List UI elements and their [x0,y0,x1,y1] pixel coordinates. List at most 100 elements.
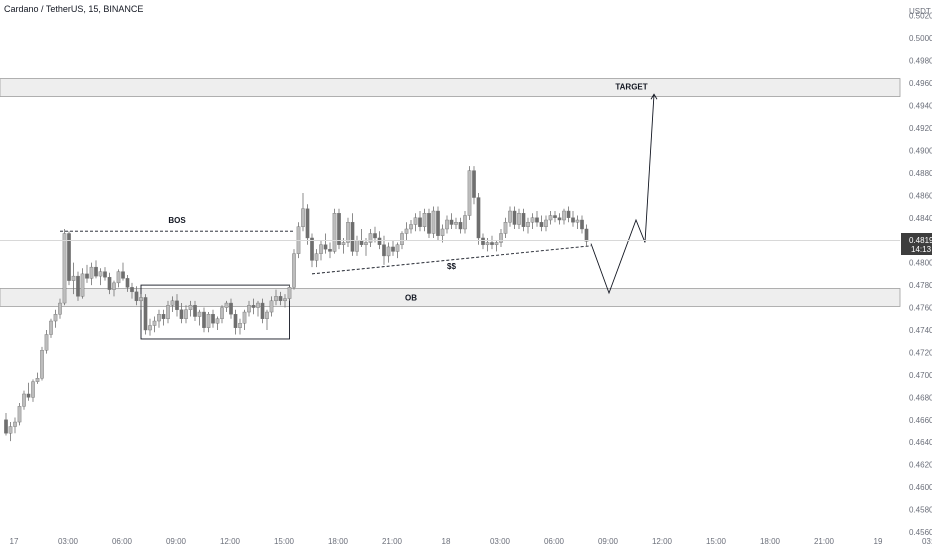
time-tick: 12:00 [652,537,673,546]
time-tick: 03:00 [58,537,79,546]
candle-body [580,219,584,230]
candle-body [319,244,323,254]
candle-body [170,300,175,306]
bos-label: BOS [168,216,186,225]
candle-body [575,219,580,223]
candle-body [58,302,62,315]
price-tick: 0.4760 [909,304,932,313]
candle-body [463,215,467,230]
price-tick: 0.4560 [909,528,932,537]
candle-body [85,273,89,279]
candle-body [535,217,539,223]
candle-body [107,277,112,290]
candle-body [49,320,53,335]
price-tick: 0.4600 [909,483,932,492]
candle-body [395,244,400,252]
candle-body [269,300,274,313]
candle-body [152,320,157,326]
candle-body [229,302,233,315]
candle-body [557,217,562,221]
candle-body [490,242,494,245]
candle-body [292,253,296,288]
time-tick: 18 [442,537,451,546]
candle-body [179,309,184,319]
candle-body [404,228,409,234]
candle-body [184,309,188,319]
candle-body [337,213,341,245]
candle-body [139,297,143,302]
candle-body [67,233,71,281]
candle-body [98,271,103,277]
candle-body [350,222,355,252]
last-price-tag-bg [901,233,932,255]
candle-body [530,217,535,223]
candle-body [503,222,508,234]
candle-body [215,318,220,324]
zones-layer [0,78,901,307]
candle-body [323,244,328,250]
price-tick: 0.5000 [909,34,932,43]
candle-body [161,314,166,319]
candle-body [544,219,548,227]
candles-layer [4,166,589,442]
price-tick: 0.4980 [909,57,932,66]
candle-body [512,210,517,225]
candle-body [485,242,490,245]
price-tick: 0.4620 [909,461,932,470]
candle-body [571,217,575,223]
candle-body [400,233,404,245]
candle-body [206,314,211,328]
candle-body [121,271,125,279]
price-tick: 0.4900 [909,146,932,155]
candle-body [233,314,238,328]
candle-body [278,296,283,302]
candle-body [242,311,247,324]
price-tick: 0.4780 [909,281,932,290]
candle-body [445,219,449,230]
candle-body [287,287,292,299]
candle-body [422,213,427,227]
candle-body [449,219,454,225]
candle-body [134,291,139,302]
candle-body [584,228,589,242]
candle-body [256,302,260,308]
candle-body [148,325,152,331]
candle-body [368,233,373,243]
candle-body [8,426,13,434]
price-tick: 0.4700 [909,371,932,380]
candle-body [467,170,472,216]
candle-body [247,305,251,313]
candle-body [508,210,512,223]
candle-body [391,246,395,252]
candle-body [62,233,67,304]
candle-body [22,393,26,407]
candle-body [17,406,22,423]
candle-body [310,237,314,261]
candle-body [355,240,359,252]
candle-body [431,210,436,234]
last-price-tag: 0.4819 14:13 [901,233,932,255]
candle-body [382,244,386,257]
candle-body [436,210,440,236]
candle-body [341,242,346,245]
candle-body [409,224,413,230]
candle-body [35,378,40,382]
candle-body [305,208,310,239]
time-axis[interactable]: 17 03:00 06:00 09:00 12:00 15:00 18:00 21:00 18 0… [10,537,932,546]
time-tick: 18:00 [760,537,781,546]
candle-body [31,381,35,398]
target-arrowhead [650,93,658,100]
time-tick: 06:00 [112,537,133,546]
candle-body [364,242,368,245]
candle-body [26,393,31,398]
candle-body [539,222,544,227]
time-tick: 21:00 [382,537,403,546]
candle-body [116,271,121,284]
candle-body [80,273,85,297]
time-tick: 12:00 [220,537,241,546]
candle-body [517,213,521,225]
candle-body [332,213,337,252]
candle-body [175,300,179,310]
price-tick: 0.4960 [909,79,932,88]
